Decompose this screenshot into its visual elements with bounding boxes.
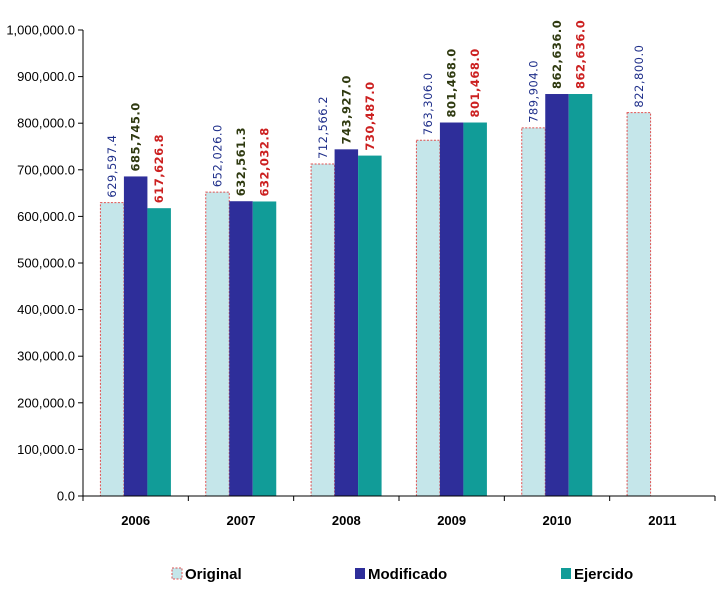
bar-original-2009 [415,139,441,497]
data-label-modificado-2007: 632,561.3 [234,127,248,196]
bar-modificado-2007 [229,201,253,496]
legend: Original Modificado Ejercido [171,566,633,583]
data-label-modificado-2009: 801,468.0 [445,48,459,117]
data-label-modificado-2010: 862,636.0 [550,20,564,89]
bar-original-2006 [99,202,125,497]
y-tick-label: 300,000.0 [17,349,75,364]
bar-modificado-2010 [545,94,569,496]
x-axis: 2006 2007 2008 2009 2010 2011 [82,495,716,528]
legend-label-ejercido: Ejercido [574,566,633,583]
y-tick-label: 600,000.0 [17,209,75,224]
x-tick-label: 2011 [648,513,676,528]
y-tick-label: 900,000.0 [17,69,75,84]
bar-original-2010 [521,127,546,497]
y-tick-label: 400,000.0 [17,302,75,317]
data-label-ejercido-2008: 730,487.0 [363,81,377,150]
y-axis: 0.0 100,000.0 200,000.0 300,000.0 400,000.0 5… [6,23,84,504]
data-label-modificado-2006: 685,745.0 [129,102,143,171]
legend-label-modificado: Modificado [368,566,447,583]
x-tick-label: 2009 [437,513,466,528]
bar-modificado-2006 [123,176,148,497]
legend-swatch-original [171,567,183,580]
bar-ejercido-2009 [463,122,487,496]
data-labels: 629,597.4 685,745.0 617,626.8 652,026.0 632,… [105,20,646,203]
bar-original-2011 [626,112,652,497]
y-tick-label: 200,000.0 [17,395,75,410]
bar-original-2007 [205,191,230,497]
bar-modificado-2009 [439,122,464,496]
y-tick-label: 800,000.0 [17,116,75,131]
data-label-original-2007: 652,026.0 [211,124,225,187]
x-tick-label: 2008 [332,513,361,528]
data-label-modificado-2008: 743,927.0 [339,75,353,144]
legend-swatch-modificado [355,568,365,579]
bar-ejercido-2007 [252,201,277,496]
data-label-ejercido-2010: 862,636.0 [574,20,588,89]
bar-ejercido-2008 [358,155,382,496]
x-tick-label: 2010 [543,513,572,528]
y-tick-label: 500,000.0 [17,256,75,271]
y-tick-label: 1,000,000.0 [6,23,75,38]
bars [99,94,652,497]
data-label-original-2009: 763,306.0 [421,72,435,135]
bar-modificado-2008 [334,149,359,496]
y-tick-label: 700,000.0 [17,162,75,177]
bar-ejercido-2006 [147,208,171,496]
data-label-original-2010: 789,904.0 [527,60,541,123]
bar-original-2008 [310,163,336,497]
data-label-ejercido-2007: 632,032.8 [258,127,272,196]
bar-ejercido-2010 [568,94,593,496]
data-label-ejercido-2006: 617,626.8 [152,134,166,203]
x-tick-label: 2006 [121,513,150,528]
y-tick-label: 100,000.0 [17,442,75,457]
y-tick-label: 0.0 [57,489,75,504]
data-label-original-2008: 712,566.2 [316,96,330,159]
legend-swatch-ejercido [561,568,571,579]
data-label-ejercido-2009: 801,468.0 [468,48,482,117]
data-label-original-2011: 822,800.0 [632,45,646,108]
x-tick-label: 2007 [227,513,256,528]
data-label-original-2006: 629,597.4 [105,135,119,198]
legend-label-original: Original [185,566,242,583]
